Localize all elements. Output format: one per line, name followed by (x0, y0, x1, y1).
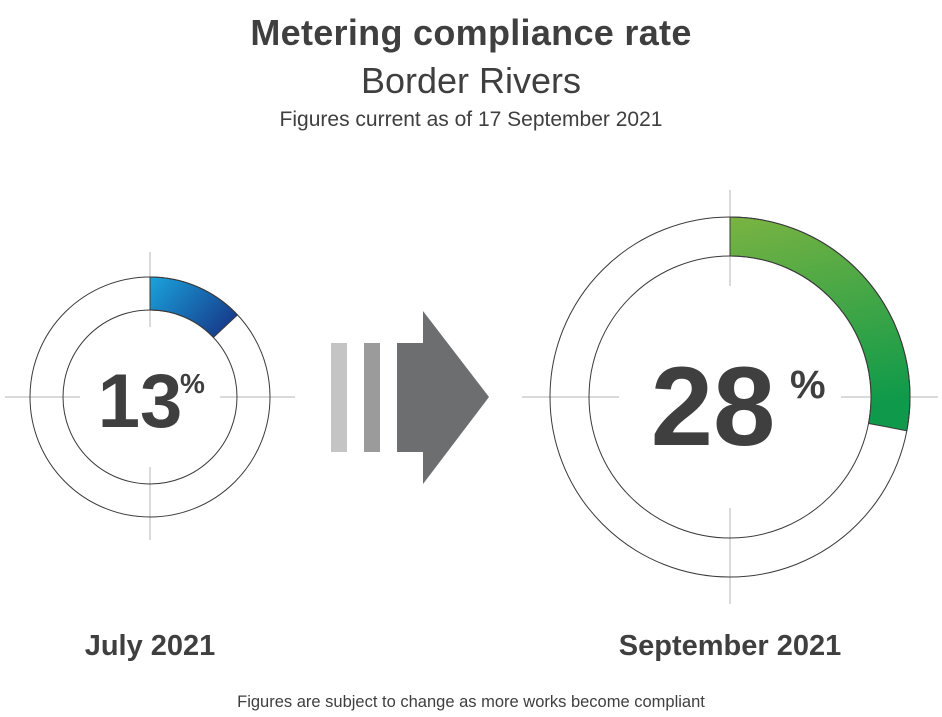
september-donut: 28 % (522, 190, 938, 604)
july-inner-ring (62, 309, 238, 485)
july-value-label: 13 (98, 359, 183, 444)
figures-current-note: Figures current as of 17 September 2021 (279, 108, 663, 131)
footnote: Figures are subject to change as more wo… (237, 693, 705, 711)
september-outer-ring (549, 216, 911, 578)
arrow-head (397, 311, 489, 484)
september-inner-ring (588, 255, 872, 539)
july-outer-ring (29, 276, 271, 518)
arrow-bar-light (331, 343, 347, 452)
chart-subtitle: Border Rivers (360, 60, 582, 101)
september-period-label: September 2021 (618, 630, 842, 662)
right-arrow-icon (331, 311, 489, 484)
september-crosshair-gap (619, 286, 841, 508)
arrow-bar-mid (364, 343, 380, 452)
july-period-label: July 2021 (84, 630, 216, 662)
july-donut: 13 % (5, 252, 295, 540)
july-percent-sign: % (180, 368, 205, 399)
september-value-label: 28 (651, 344, 776, 469)
july-crosshair-gap (80, 327, 220, 467)
september-percent-sign: % (790, 363, 826, 407)
chart-title: Metering compliance rate (250, 12, 692, 53)
